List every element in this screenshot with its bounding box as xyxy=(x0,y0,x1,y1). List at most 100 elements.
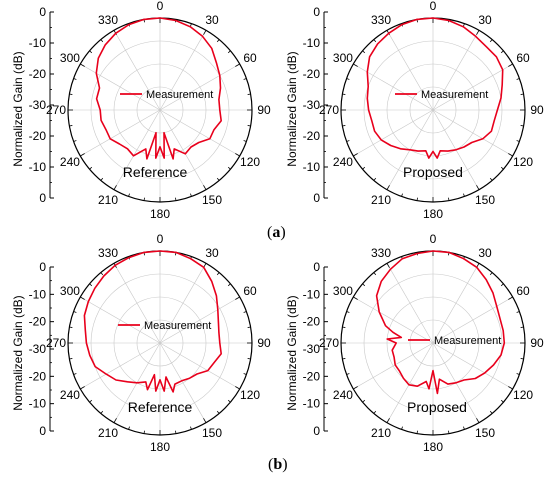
legend: Measurement xyxy=(120,89,213,101)
radial-tick-label: -20 xyxy=(29,315,47,329)
angle-tick-mark xyxy=(476,30,480,35)
angle-tick-mark xyxy=(80,153,85,157)
radial-tick-label: -30 xyxy=(303,98,321,112)
grid-spoke xyxy=(432,30,480,111)
angle-tick-mark xyxy=(508,153,513,157)
angle-tick-mark xyxy=(89,166,93,170)
chart-annotation: Proposed xyxy=(403,164,463,180)
angle-tick-mark xyxy=(516,373,520,375)
angle-tick-mark xyxy=(373,39,377,43)
radial-tick-label: 0 xyxy=(39,260,46,274)
angle-tick-mark xyxy=(175,430,177,434)
angle-tick-mark xyxy=(243,373,247,375)
legend: Measurement xyxy=(395,89,488,101)
radial-axis: 0 -10 -20 -30 -20 -10 0 Normalized Gain (dB) xyxy=(11,260,54,438)
angle-tick-mark xyxy=(203,30,207,35)
angle-tick-label: 300 xyxy=(333,51,353,65)
grid-spoke xyxy=(159,63,240,111)
angle-tick-mark xyxy=(216,272,220,276)
angle-tick-label: 30 xyxy=(205,13,219,27)
caption-b: (b) xyxy=(268,456,288,473)
radial-tick-label: -10 xyxy=(303,160,321,174)
angle-tick-mark xyxy=(500,283,504,287)
angle-tick-mark xyxy=(362,399,366,403)
angle-tick-label: 330 xyxy=(98,246,118,260)
angle-tick-mark xyxy=(243,140,247,142)
grid-spoke xyxy=(353,109,434,157)
angle-tick-mark xyxy=(508,386,513,390)
chart-annotation: Reference xyxy=(123,164,188,180)
angle-tick-mark xyxy=(100,410,104,414)
angle-tick-mark xyxy=(243,311,247,313)
chart-annotation: Reference xyxy=(128,399,193,415)
angle-tick-mark xyxy=(100,39,104,43)
angle-tick-mark xyxy=(500,399,504,403)
angle-tick-mark xyxy=(516,140,520,142)
angle-tick-mark xyxy=(386,185,390,190)
radial-tick-label: -20 xyxy=(29,129,47,143)
legend: Measurement xyxy=(408,335,501,347)
grid-spoke xyxy=(386,30,434,111)
angle-tick-mark xyxy=(342,358,346,360)
angle-tick-mark xyxy=(342,125,346,127)
legend-label: Measurement xyxy=(146,89,213,101)
angle-tick-mark xyxy=(342,93,346,95)
angle-tick-mark xyxy=(520,93,524,95)
legend-label: Measurement xyxy=(421,89,488,101)
angle-tick-label: 330 xyxy=(371,13,391,27)
angle-tick-mark xyxy=(346,140,350,142)
angle-tick-mark xyxy=(401,426,403,430)
angle-tick-label: 180 xyxy=(150,440,170,454)
angle-tick-label: 150 xyxy=(202,426,222,440)
angle-tick-mark xyxy=(216,39,220,43)
angle-tick-mark xyxy=(203,185,207,190)
radial-tick-label: 0 xyxy=(313,191,320,205)
angle-tick-label: 120 xyxy=(513,388,533,402)
radial-tick-label: -10 xyxy=(29,287,47,301)
angle-tick-mark xyxy=(216,177,220,181)
grid-spoke xyxy=(432,63,513,111)
angle-tick-mark xyxy=(489,272,493,276)
angle-tick-label: 180 xyxy=(423,440,443,454)
legend-label: Measurement xyxy=(434,335,501,347)
angle-tick-mark xyxy=(69,326,73,328)
grid-spoke xyxy=(432,342,513,390)
radial-tick-label: -20 xyxy=(303,369,321,383)
angle-tick-mark xyxy=(89,50,93,54)
angle-tick-mark xyxy=(353,153,358,157)
angle-tick-mark xyxy=(73,373,77,375)
angle-tick-mark xyxy=(353,386,358,390)
polar-grid xyxy=(68,18,252,202)
radial-tick-label: -20 xyxy=(303,67,321,81)
angle-tick-mark xyxy=(69,93,73,95)
y-axis-label: Normalized Gain (dB) xyxy=(11,51,25,166)
legend-label: Measurement xyxy=(144,320,211,332)
angle-tick-mark xyxy=(227,166,231,170)
radial-axis: 0 -10 -20 -30 -20 -10 0 Normalized Gain (dB) xyxy=(11,5,54,205)
angle-tick-mark xyxy=(520,358,524,360)
radial-tick-label: -30 xyxy=(29,98,47,112)
angle-tick-mark xyxy=(73,311,77,313)
angle-tick-mark xyxy=(346,373,350,375)
angle-tick-mark xyxy=(401,193,403,197)
angle-tick-mark xyxy=(500,166,504,170)
angle-tick-label: 60 xyxy=(243,51,257,65)
angle-tick-mark xyxy=(476,185,480,190)
angle-tick-mark xyxy=(243,78,247,80)
angle-tick-mark xyxy=(113,185,117,190)
angle-tick-mark xyxy=(235,386,240,390)
angle-tick-mark xyxy=(373,410,377,414)
angle-tick-mark xyxy=(128,426,130,430)
radial-tick-label: -10 xyxy=(303,397,321,411)
angle-tick-mark xyxy=(80,63,85,67)
angle-tick-mark xyxy=(73,78,77,80)
measurement-series-line xyxy=(375,250,506,395)
angle-tick-mark xyxy=(520,326,524,328)
angle-tick-mark xyxy=(80,296,85,300)
angle-tick-label: 0 xyxy=(157,0,164,13)
measurement-series-line xyxy=(83,250,222,393)
angle-tick-mark xyxy=(448,197,450,201)
angle-tick-label: 330 xyxy=(98,13,118,27)
chart-annotation: Proposed xyxy=(407,399,467,415)
grid-spoke xyxy=(353,342,434,390)
